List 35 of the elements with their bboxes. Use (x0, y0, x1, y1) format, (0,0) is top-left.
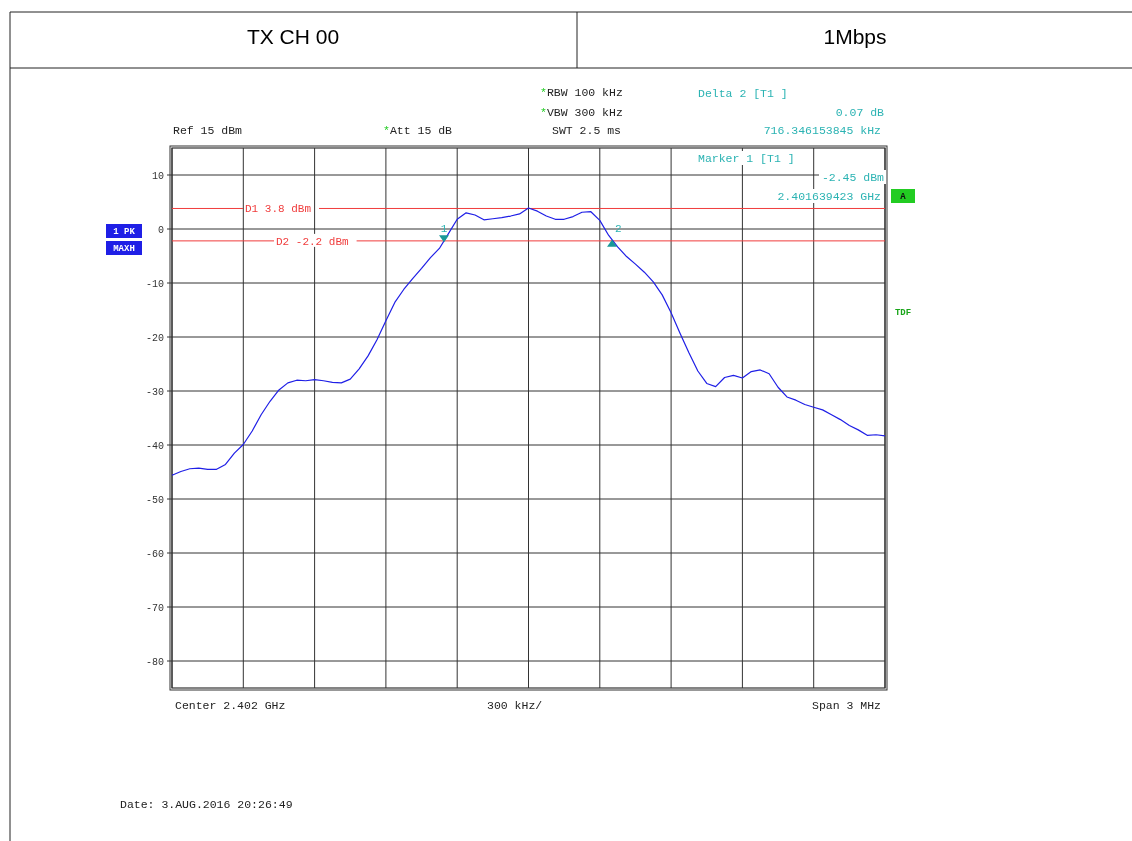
ref-line-label: D2 -2.2 dBm (276, 235, 350, 248)
y-tick-label: -50 (145, 495, 164, 506)
y-tick-label: -70 (145, 603, 164, 614)
text: 716.346153845 kHz (763, 124, 881, 137)
y-tick-label: -60 (145, 549, 164, 560)
ref-line-label: D1 3.8 dBm (245, 203, 312, 216)
text: Date: 3.AUG.2016 20:26:49 (120, 798, 293, 811)
text: 300 kHz/ (487, 699, 543, 712)
text: *VBW 300 kHz (540, 106, 623, 119)
text: Span 3 MHz (811, 699, 881, 712)
text: SWT 2.5 ms (552, 124, 622, 137)
text: Center 2.402 GHz (175, 699, 286, 712)
y-tick-label: -30 (145, 387, 164, 398)
text: A (900, 192, 907, 202)
text: Delta 2 [T1 ] (698, 87, 788, 100)
y-tick-label: -80 (145, 657, 164, 668)
text: 1 PK (113, 227, 136, 237)
text: *Att 15 dB (383, 124, 453, 137)
y-tick-label: 0 (157, 225, 164, 236)
y-tick-label: 10 (151, 171, 164, 182)
text: MAXH (113, 244, 135, 254)
y-tick-label: -40 (145, 441, 164, 452)
text: Ref 15 dBm (173, 124, 243, 137)
text: TDF (894, 308, 912, 318)
annotation: -2.45 dBm (821, 171, 885, 184)
annotation: 2.401639423 GHz (777, 190, 881, 203)
annotation: 1 (440, 223, 448, 236)
chart-title: TX CH 00 (246, 25, 340, 48)
chart-subtitle: 1Mbps (823, 25, 887, 48)
annotation: Marker 1 [T1 ] (698, 152, 795, 165)
y-tick-label: -10 (145, 279, 164, 290)
annotation: 2 (615, 222, 622, 235)
text: 0.07 dB (835, 106, 885, 119)
text: *RBW 100 kHz (540, 86, 623, 99)
y-tick-label: -20 (145, 333, 164, 344)
